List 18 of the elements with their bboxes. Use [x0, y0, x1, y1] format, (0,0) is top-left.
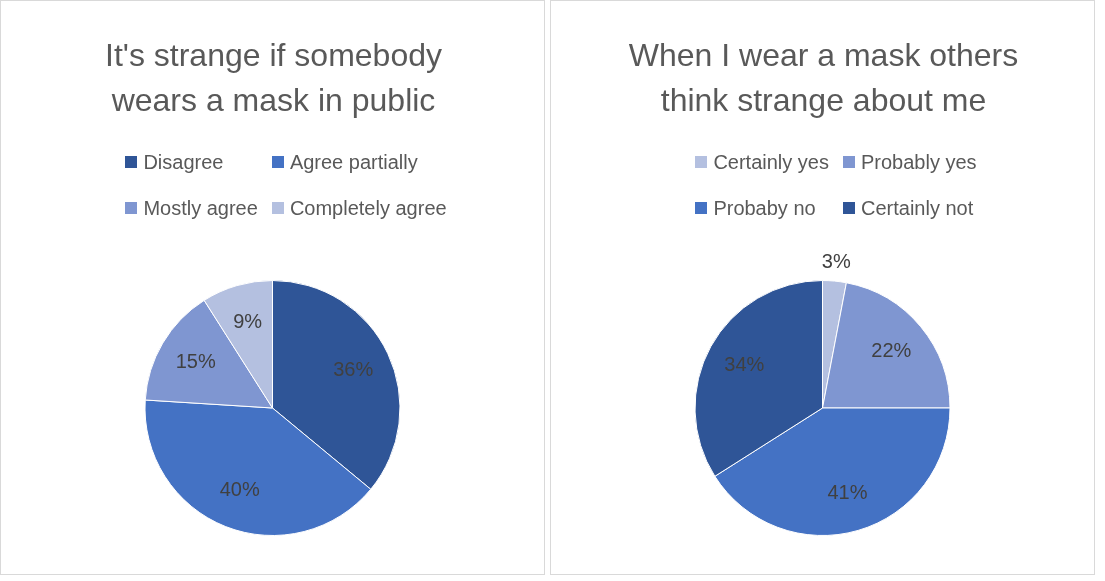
data-label: 40% [219, 478, 260, 501]
data-label: 3% [821, 249, 851, 272]
legend-label: Disagree [143, 150, 224, 174]
legend-label: Completely agree [289, 196, 447, 220]
data-label: 22% [871, 338, 912, 361]
data-label: 34% [724, 352, 765, 375]
data-label: 9% [233, 309, 263, 332]
legend-label: Certainly yes [713, 150, 829, 174]
data-label: 15% [175, 350, 216, 373]
chart-title: It's strange if somebody wears a mask in public [104, 36, 443, 120]
legend-label: Certainly not [860, 196, 974, 220]
legend-label: Mostly agree [143, 196, 258, 220]
chart-title: When I wear a mask others think strange about me [627, 36, 1020, 120]
legend-label: Probaby no [713, 196, 816, 220]
data-label: 36% [333, 357, 374, 380]
legend-label: Agree partially [289, 150, 418, 174]
data-label: 41% [827, 481, 868, 504]
legend-label: Probably yes [860, 150, 977, 174]
